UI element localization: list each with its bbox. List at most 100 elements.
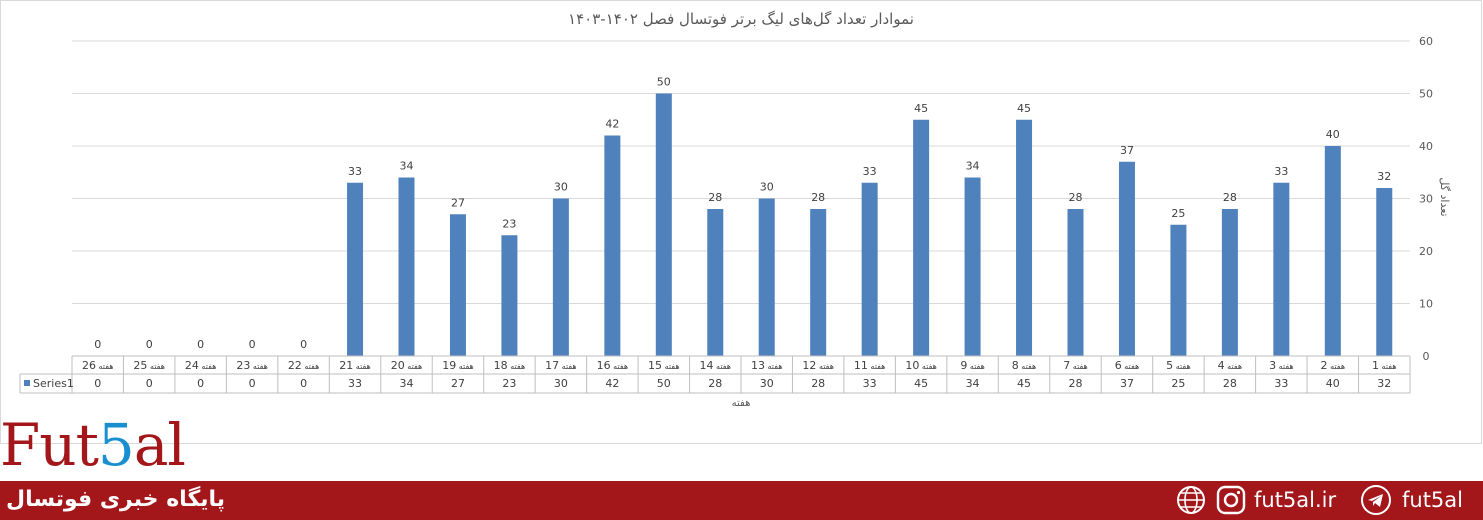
bars xyxy=(347,93,1393,356)
bar xyxy=(501,235,518,356)
table-value: 33 xyxy=(863,377,877,390)
bar xyxy=(810,209,827,356)
table-value: 34 xyxy=(966,377,980,390)
legend-swatch xyxy=(24,380,30,386)
y-tick-label: 0 xyxy=(1423,350,1430,363)
instagram-icon xyxy=(1216,485,1246,515)
data-label: 28 xyxy=(1223,191,1237,204)
x-tick-label: هفته 6 xyxy=(1115,359,1140,372)
x-tick-label: هفته 12 xyxy=(802,359,834,372)
chart: نموادار تعداد گل‌های لیگ برتر فوتسال فصل… xyxy=(0,0,1482,444)
table-value: 33 xyxy=(348,377,362,390)
telegram-link[interactable]: fut5al xyxy=(1360,484,1463,516)
bar xyxy=(1376,188,1393,356)
table-value: 34 xyxy=(400,377,414,390)
bar xyxy=(758,198,775,356)
footer-tagline: پایگاه خبری فوتسال xyxy=(6,487,226,512)
data-labels: 32 40 33 28 25 37 28 45 34 45 33 28 30 28 50 42 30 23 27 34… xyxy=(94,76,1391,352)
data-label: 0 xyxy=(249,338,256,351)
bar xyxy=(604,135,621,356)
x-tick-label: هفته 22 xyxy=(288,359,320,372)
data-label: 45 xyxy=(1017,102,1031,115)
x-tick-label: هفته 2 xyxy=(1321,359,1346,372)
table-value: 30 xyxy=(760,377,774,390)
table-value: 45 xyxy=(914,377,928,390)
bar xyxy=(449,214,466,356)
legend-series-name: Series1 xyxy=(33,377,74,390)
bar xyxy=(552,198,569,356)
data-label: 27 xyxy=(451,196,465,209)
x-tick-label: هفته 10 xyxy=(905,359,937,372)
x-tick-label: هفته 4 xyxy=(1218,359,1243,372)
globe-icon xyxy=(1177,486,1205,514)
data-label: 0 xyxy=(300,338,307,351)
table-value: 37 xyxy=(1120,377,1134,390)
website-text: fut5al.ir xyxy=(1254,488,1337,512)
x-tick-label: هفته 13 xyxy=(751,359,783,372)
data-label: 40 xyxy=(1326,128,1340,141)
y-tick-label: 10 xyxy=(1419,298,1433,311)
data-label: 30 xyxy=(554,181,568,194)
data-label: 30 xyxy=(760,181,774,194)
bar xyxy=(1067,209,1084,356)
telegram-icon xyxy=(1361,485,1391,515)
x-tick-label: هفته 9 xyxy=(960,359,985,372)
x-tick-label: هفته 26 xyxy=(82,359,114,372)
data-label: 50 xyxy=(657,76,671,89)
x-tick-label: هفته 7 xyxy=(1063,359,1088,372)
y-tick-label: 50 xyxy=(1419,88,1433,101)
instagram-link[interactable] xyxy=(1216,484,1246,516)
x-tick-label: هفته 1 xyxy=(1372,359,1397,372)
bar xyxy=(1273,182,1290,356)
table-value: 23 xyxy=(502,377,516,390)
x-tick-label: هفته 8 xyxy=(1012,359,1037,372)
x-tick-label: هفته 15 xyxy=(648,359,680,372)
table-value: 33 xyxy=(1274,377,1288,390)
bar xyxy=(1221,209,1238,356)
data-label: 34 xyxy=(966,160,980,173)
data-label: 0 xyxy=(197,338,204,351)
website-link[interactable]: fut5al.ir xyxy=(1254,484,1336,516)
data-label: 28 xyxy=(1069,191,1083,204)
bar xyxy=(1016,119,1033,356)
x-tick-label: هفته 3 xyxy=(1269,359,1294,372)
data-label: 23 xyxy=(502,217,516,230)
x-tick-label: هفته 14 xyxy=(700,359,732,372)
bar xyxy=(655,93,672,356)
table-value: 30 xyxy=(554,377,568,390)
bar xyxy=(913,119,930,356)
x-tick-label: هفته 17 xyxy=(545,359,577,372)
table-value: 28 xyxy=(708,377,722,390)
table-value: 0 xyxy=(94,377,101,390)
bar xyxy=(1118,161,1135,356)
x-tick-label: هفته 24 xyxy=(185,359,217,372)
table-value: 0 xyxy=(249,377,256,390)
table-value: 25 xyxy=(1171,377,1185,390)
bar xyxy=(964,177,981,356)
gridlines xyxy=(72,40,1410,304)
data-label: 33 xyxy=(1274,165,1288,178)
table-value: 0 xyxy=(197,377,204,390)
data-label: 45 xyxy=(914,102,928,115)
bar xyxy=(861,182,878,356)
table-value: 28 xyxy=(811,377,825,390)
x-tick-label: هفته 11 xyxy=(854,359,886,372)
data-label: 37 xyxy=(1120,144,1134,157)
x-tick-label: هفته 16 xyxy=(597,359,629,372)
data-label: 25 xyxy=(1171,207,1185,220)
data-label: 28 xyxy=(811,191,825,204)
table-value: 28 xyxy=(1069,377,1083,390)
y-tick-label: 60 xyxy=(1419,35,1433,48)
data-label: 42 xyxy=(605,118,619,131)
globe-link[interactable] xyxy=(1176,484,1206,516)
y-tick-label: 20 xyxy=(1419,245,1433,258)
table-value: 40 xyxy=(1326,377,1340,390)
data-label: 0 xyxy=(94,338,101,351)
x-tick-label: هفته 18 xyxy=(494,359,526,372)
y-axis-title: تعداد گل xyxy=(1438,177,1451,216)
x-tick-label: هفته 23 xyxy=(236,359,268,372)
x-tick-label: هفته 21 xyxy=(339,359,371,372)
y-axis-ticks: 0 10 20 30 40 50 60 xyxy=(1419,35,1433,363)
table-value: 42 xyxy=(605,377,619,390)
